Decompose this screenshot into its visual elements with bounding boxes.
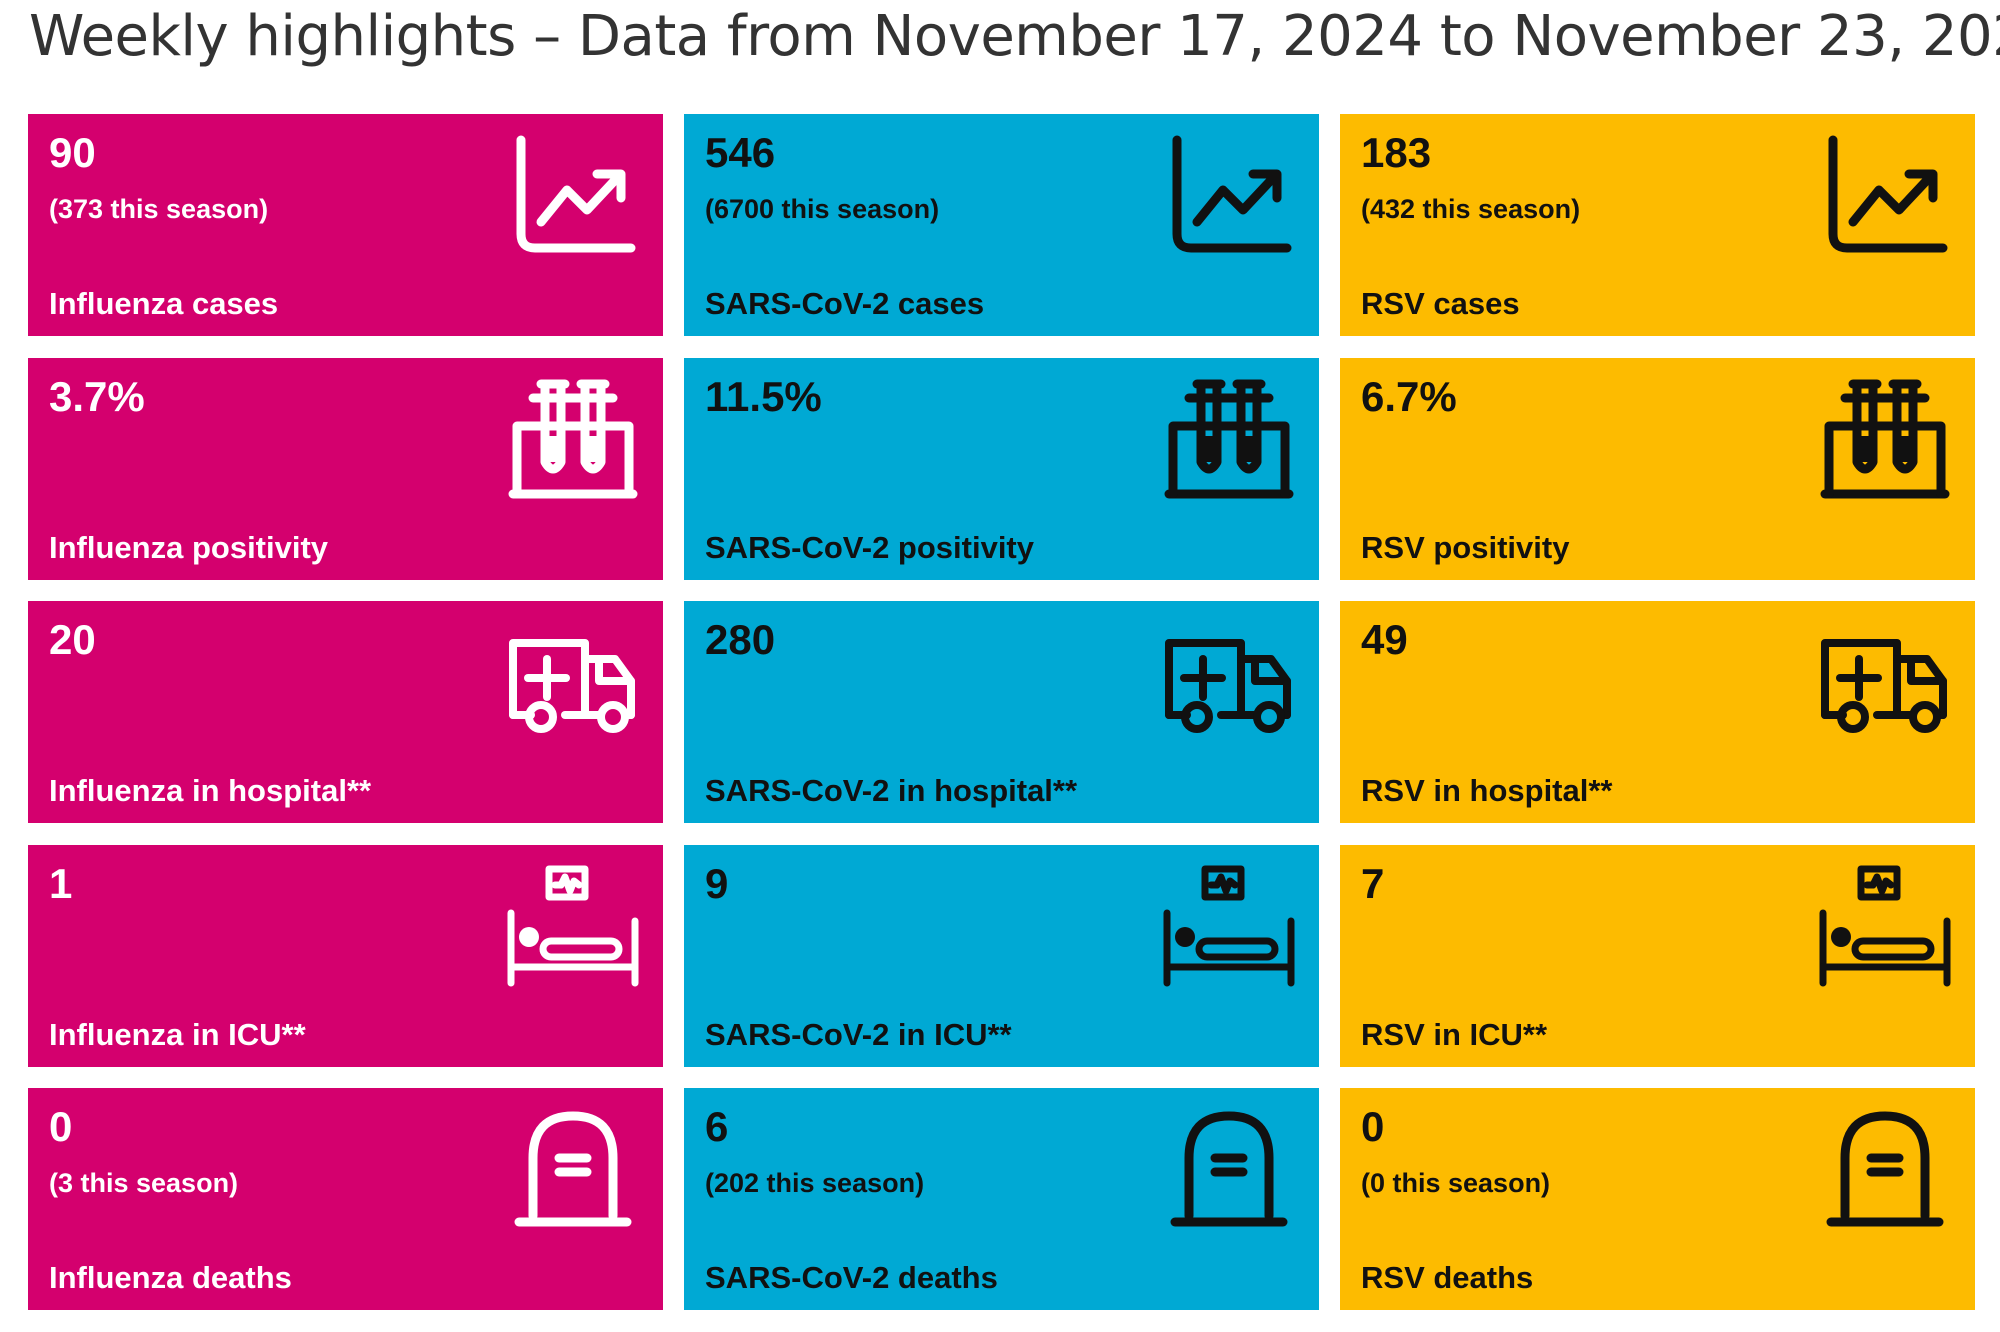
icu-bed-icon (503, 863, 643, 988)
stat-label: RSV in ICU** (1361, 1016, 1548, 1052)
trend-chart-icon (503, 132, 643, 257)
stat-value: 1 (49, 859, 73, 907)
stat-label: Influenza positivity (49, 529, 329, 565)
trend-chart-icon (1159, 132, 1299, 257)
ambulance-icon (1159, 619, 1299, 744)
stat-label: SARS-CoV-2 cases (705, 286, 985, 321)
stat-label: SARS-CoV-2 deaths (705, 1260, 998, 1295)
stat-value: 0 (49, 1103, 73, 1150)
test-tubes-icon (1815, 376, 1955, 501)
stat-card-rsv-trend-chart: 183 (432 this season) RSV cases (1340, 114, 1975, 336)
stat-season-total: (3 this season) (49, 1168, 239, 1198)
stat-value: 90 (49, 129, 96, 176)
stat-card-sars-cov-2-trend-chart: 546 (6700 this season) SARS-CoV-2 cases (684, 114, 1319, 336)
tombstone-icon (1159, 1106, 1299, 1231)
stat-value: 11.5% (705, 372, 822, 420)
stat-value: 546 (705, 129, 776, 176)
stat-season-total: (6700 this season) (705, 194, 940, 224)
stat-value: 49 (1361, 616, 1408, 663)
ambulance-icon (1815, 619, 1955, 744)
icu-bed-icon (1815, 863, 1955, 988)
page-title: Weekly highlights – Data from November 1… (29, 4, 2000, 69)
stat-card-rsv-test-tubes: 6.7% RSV positivity (1340, 357, 1975, 580)
stat-card-rsv-icu-bed: 7 RSV in ICU** (1340, 844, 1975, 1067)
stat-card-rsv-ambulance: 49 RSV in hospital** (1340, 601, 1975, 823)
stat-card-sars-cov-2-tombstone: 6 (202 this season) SARS-CoV-2 deaths (684, 1088, 1319, 1310)
stat-card-influenza-trend-chart: 90 (373 this season) Influenza cases (28, 114, 663, 336)
stat-value: 183 (1361, 129, 1432, 176)
icu-bed-icon (1159, 863, 1299, 988)
stat-label: Influenza deaths (49, 1260, 292, 1295)
stat-card-influenza-tombstone: 0 (3 this season) Influenza deaths (28, 1088, 663, 1310)
stat-card-sars-cov-2-icu-bed: 9 SARS-CoV-2 in ICU** (684, 844, 1319, 1067)
stat-card-influenza-test-tubes: 3.7% Influenza positivity (28, 357, 663, 580)
stat-value: 9 (705, 859, 729, 907)
trend-chart-icon (1815, 132, 1955, 257)
stat-season-total: (373 this season) (49, 194, 269, 224)
stat-label: RSV positivity (1361, 529, 1570, 565)
tombstone-icon (1815, 1106, 1955, 1231)
ambulance-icon (503, 619, 643, 744)
stat-label: Influenza cases (49, 286, 279, 321)
stat-value: 20 (49, 616, 96, 663)
stat-label: RSV cases (1361, 286, 1520, 321)
test-tubes-icon (503, 376, 643, 501)
stat-label: Influenza in ICU** (49, 1016, 306, 1052)
stat-value: 6 (705, 1103, 729, 1150)
stat-season-total: (202 this season) (705, 1168, 925, 1198)
stat-season-total: (0 this season) (1361, 1168, 1551, 1198)
stat-label: Influenza in hospital** (49, 773, 372, 808)
stat-card-sars-cov-2-ambulance: 280 SARS-CoV-2 in hospital** (684, 601, 1319, 823)
stat-value: 6.7% (1361, 372, 1457, 420)
stat-label: SARS-CoV-2 in ICU** (705, 1016, 1012, 1052)
stat-label: RSV deaths (1361, 1260, 1534, 1295)
stat-card-influenza-icu-bed: 1 Influenza in ICU** (28, 844, 663, 1067)
stat-card-sars-cov-2-test-tubes: 11.5% SARS-CoV-2 positivity (684, 357, 1319, 580)
stat-card-rsv-tombstone: 0 (0 this season) RSV deaths (1340, 1088, 1975, 1310)
tombstone-icon (503, 1106, 643, 1231)
stat-value: 7 (1361, 859, 1385, 907)
stat-card-influenza-ambulance: 20 Influenza in hospital** (28, 601, 663, 823)
stat-label: RSV in hospital** (1361, 773, 1613, 808)
stat-value: 280 (705, 616, 776, 663)
stat-value: 3.7% (49, 372, 145, 420)
test-tubes-icon (1159, 376, 1299, 501)
stat-label: SARS-CoV-2 positivity (705, 529, 1034, 565)
stat-label: SARS-CoV-2 in hospital** (705, 773, 1078, 808)
highlights-grid: 90 (373 this season) Influenza cases 546 (67… (28, 114, 1975, 1310)
stat-value: 0 (1361, 1103, 1385, 1150)
stat-season-total: (432 this season) (1361, 194, 1581, 224)
